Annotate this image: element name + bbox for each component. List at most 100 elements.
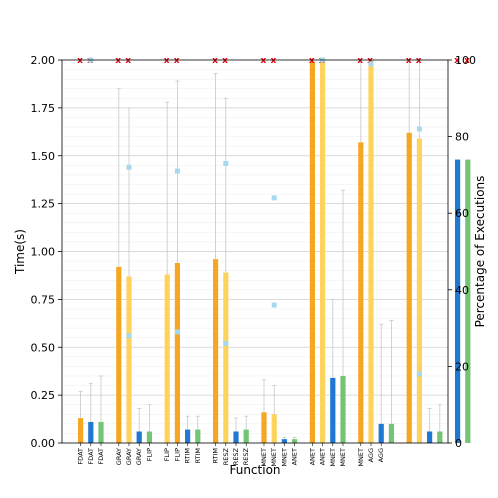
y2-tick-label: 40: [455, 284, 469, 297]
bar-fdat: [88, 421, 94, 443]
percentage-marker: [416, 371, 422, 377]
x-tick-label: GRAY: [135, 448, 143, 465]
y2-tick-label: 20: [455, 360, 469, 373]
limit-marker-icon: x: [309, 56, 315, 66]
bar-agg: [465, 159, 471, 443]
bar-flip: [185, 429, 191, 443]
limit-marker-icon: x: [464, 56, 470, 66]
y-tick-label: 0.75: [31, 293, 56, 306]
x-tick-label: RESZ: [222, 447, 230, 465]
bar-gray: [116, 266, 122, 443]
x-tick-label: GRAY: [115, 448, 123, 465]
y-tick-label: 2.00: [31, 54, 56, 67]
x-tick-label: RTIM: [212, 448, 220, 464]
bar-mnet: [416, 138, 422, 443]
bar-resz: [271, 414, 277, 443]
bar-anet: [368, 60, 374, 443]
bar-mnet: [330, 377, 336, 443]
x-tick-label: FLIP: [173, 448, 181, 461]
bar-flip: [195, 429, 201, 443]
x-tick-label: GRAY: [125, 448, 133, 465]
percentage-marker: [271, 302, 277, 308]
bar-mnet: [437, 431, 443, 443]
y2-tick-label: 100: [455, 54, 476, 67]
y-tick-label: 1.00: [31, 246, 56, 259]
y-axis-left: 0.00 0.25 0.50 0.75 1.00 1.25 1.50 1.75 2.00: [31, 54, 62, 450]
y-tick-label: 1.25: [31, 198, 56, 211]
x-tick-label: MNET: [270, 448, 278, 467]
y-tick-label: 0.00: [31, 437, 56, 450]
bar-fdat: [98, 421, 104, 443]
bar-rtim: [213, 259, 219, 443]
limit-marker-icon: x: [454, 56, 460, 66]
y2-tick-label: 0: [455, 437, 462, 450]
y2-tick-label: 80: [455, 131, 469, 144]
x-tick-label: ANET: [319, 448, 327, 465]
percentage-marker: [174, 168, 180, 174]
percentage-marker: [126, 164, 132, 170]
bar-anet: [388, 423, 394, 443]
bar-fdat: [78, 418, 84, 443]
bar-gray: [136, 431, 142, 443]
limit-marker-icon: x: [115, 56, 121, 66]
y2-tick-label: 60: [455, 207, 469, 220]
bar-anet: [358, 142, 364, 443]
limit-marker-icon: x: [77, 56, 83, 66]
x-tick-label: MNET: [280, 448, 288, 467]
limit-marker-icon: x: [357, 56, 363, 66]
y-tick-label: 1.75: [31, 102, 56, 115]
limit-marker-icon: x: [260, 56, 266, 66]
percentage-marker: [416, 126, 422, 132]
error-bar-layer: [78, 59, 442, 440]
bar-mnet: [340, 375, 346, 443]
percentage-marker: [174, 329, 180, 335]
x-axis: FDAT FDAT FDAT GRAY GRAY GRAY FLIP FLIP FLIP RTIM…: [77, 443, 385, 467]
x-tick-label: FLIP: [145, 448, 153, 461]
x-tick-label: RTIM: [194, 448, 202, 464]
y-tick-label: 1.50: [31, 150, 56, 163]
x-axis-label: Function: [229, 463, 280, 477]
x-tick-label: RTIM: [184, 448, 192, 464]
limit-marker-icon: x: [164, 56, 170, 66]
x-tick-label: RESZ: [232, 447, 240, 465]
bar-rtim: [243, 429, 249, 443]
y-tick-label: 0.50: [31, 341, 56, 354]
bar-mnet: [406, 132, 412, 443]
percentage-marker: [223, 160, 229, 166]
bar-flip: [174, 262, 180, 443]
limit-marker-icon: x: [125, 56, 131, 66]
x-tick-label: FLIP: [163, 448, 171, 461]
x-tick-label: MNET: [260, 448, 268, 467]
bar-flip: [164, 274, 170, 443]
y-axis-label: Time(s): [13, 229, 27, 275]
x-tick-label: MNET: [329, 448, 337, 467]
bar-mnet: [309, 61, 315, 443]
bar-rtim: [223, 272, 229, 443]
bar-layer: [78, 60, 471, 443]
percentage-marker: [223, 340, 229, 346]
bar-gray: [146, 431, 152, 443]
limit-marker-icon: x: [406, 56, 412, 66]
percentage-marker: [368, 61, 374, 67]
limit-marker-icon: x: [222, 56, 228, 66]
bar-resz: [281, 439, 287, 443]
x-tick-label: ANET: [308, 448, 316, 465]
x-tick-label: ANET: [291, 448, 299, 465]
limit-marker-icon: x: [270, 56, 276, 66]
limit-marker-icon: x: [367, 56, 373, 66]
x-tick-label: FDAT: [97, 448, 105, 465]
x-tick-label: FDAT: [87, 448, 95, 465]
x-tick-label: RESZ: [242, 447, 250, 465]
bar-mnet: [320, 60, 326, 443]
percentage-marker: [126, 333, 132, 339]
limit-marker-icon: x: [174, 56, 180, 66]
grid-layer: [62, 69, 448, 434]
bar-mnet: [427, 431, 433, 443]
limit-marker-icon: x: [416, 56, 422, 66]
bar-gray: [126, 276, 132, 443]
x-tick-label: MNET: [339, 448, 347, 467]
bar-resz: [261, 412, 267, 443]
percentage-marker: [271, 195, 277, 201]
